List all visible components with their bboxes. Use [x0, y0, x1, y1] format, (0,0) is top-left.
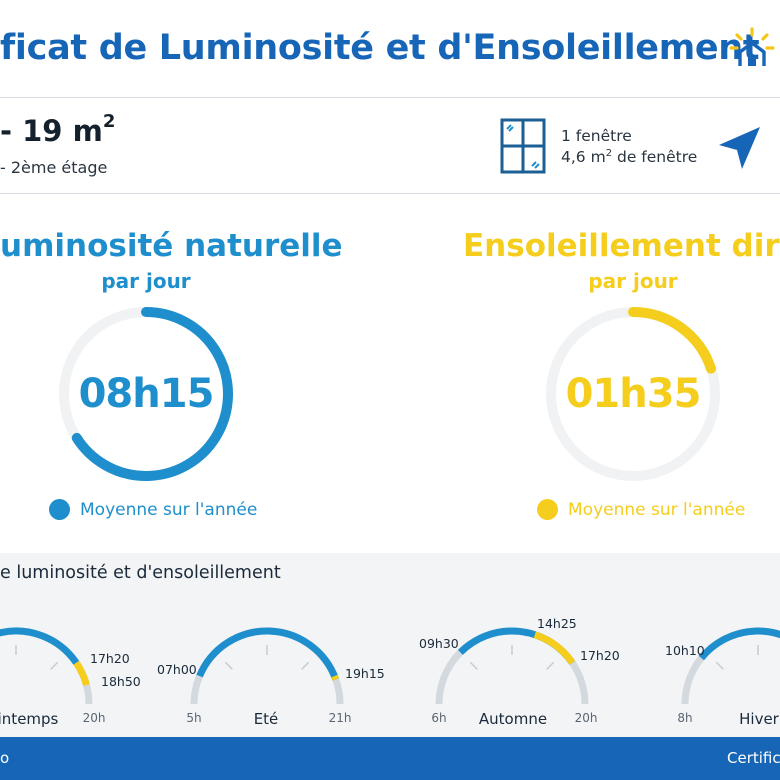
season-sun-end: 18h50: [101, 674, 141, 689]
season-light-end: 17h20: [580, 648, 620, 663]
season-gauge-track: [190, 627, 344, 705]
luminosity-per-day: par jour: [101, 269, 191, 293]
sun-house-icon: [728, 26, 776, 72]
sunshine-value: 01h35: [565, 371, 702, 417]
seasons-panel: [0, 553, 780, 737]
sunshine-legend-label: Moyenne sur l'année: [568, 499, 746, 520]
room-area: - 19 m2: [0, 111, 116, 148]
season-gauge-track: [681, 627, 780, 705]
luminosity-legend: Moyenne sur l'année: [49, 499, 257, 520]
window-count: 1 fenêtre: [561, 127, 632, 145]
season-name: Automne: [478, 710, 548, 728]
season-gauge-tick: [546, 661, 555, 670]
season-light-end: 17h20: [90, 651, 130, 666]
season-light-arc: [698, 627, 780, 661]
season-sun-arc: [331, 674, 340, 681]
room-floor: - 2ème étage: [0, 158, 108, 177]
legend-dot: [49, 499, 70, 520]
seasons-panel-title: e luminosité et d'ensoleillement: [0, 563, 281, 583]
footer-left-text: o: [0, 749, 10, 767]
season-start-label: 8h: [677, 711, 693, 725]
legend-dot: [537, 499, 558, 520]
sunshine-per-day: par jour: [588, 269, 678, 293]
season-light-arc: [0, 627, 80, 665]
sunshine-legend: Moyenne sur l'année: [537, 499, 745, 520]
window-icon: [500, 118, 546, 174]
luminosity-progress-arc: [71, 307, 233, 481]
season-gauge-tick: [715, 661, 724, 670]
season-sun-arc: [73, 660, 90, 687]
season-name: Eté: [253, 710, 279, 728]
footer-right-text: Certifica: [727, 749, 780, 767]
window-area: 4,6 m2 de fenêtre: [561, 148, 698, 167]
season-gauge-track: [435, 627, 589, 705]
season-gauge-tick: [469, 661, 478, 670]
sunshine-progress-arc: [628, 307, 716, 374]
info-divider: [0, 193, 780, 194]
season-sun-end: 14h25: [537, 616, 577, 631]
season-light-arc: [196, 627, 340, 681]
season-end-label: 21h: [328, 711, 352, 725]
season-end-label: 20h: [574, 711, 598, 725]
season-start-label: 5h: [186, 711, 202, 725]
luminosity-title: uminosité naturelle: [0, 228, 343, 264]
season-start-label: 6h: [431, 711, 447, 725]
luminosity-value: 08h15: [78, 371, 215, 417]
season-light-start: 10h10: [665, 643, 705, 658]
page-title: ficat de Luminosité et d'Ensoleillement: [0, 28, 760, 68]
season-name: Hiver: [739, 710, 779, 728]
season-gauge-tick: [50, 661, 59, 670]
season-gauge-tick: [224, 661, 233, 670]
sunshine-title: Ensoleillement direc: [463, 228, 780, 264]
season-sun-arc: [533, 631, 576, 665]
season-end-label: 20h: [82, 711, 106, 725]
navigation-arrow-icon: [716, 125, 764, 171]
season-name: intemps: [0, 710, 59, 728]
season-gauge-tick: [301, 661, 310, 670]
season-sun-end: 19h15: [345, 666, 385, 681]
luminosity-legend-label: Moyenne sur l'année: [80, 499, 258, 520]
season-light-start: 07h00: [157, 662, 197, 677]
season-light-start: 09h30: [419, 636, 459, 651]
header-divider: [0, 97, 780, 98]
footer-bar: [0, 737, 780, 780]
